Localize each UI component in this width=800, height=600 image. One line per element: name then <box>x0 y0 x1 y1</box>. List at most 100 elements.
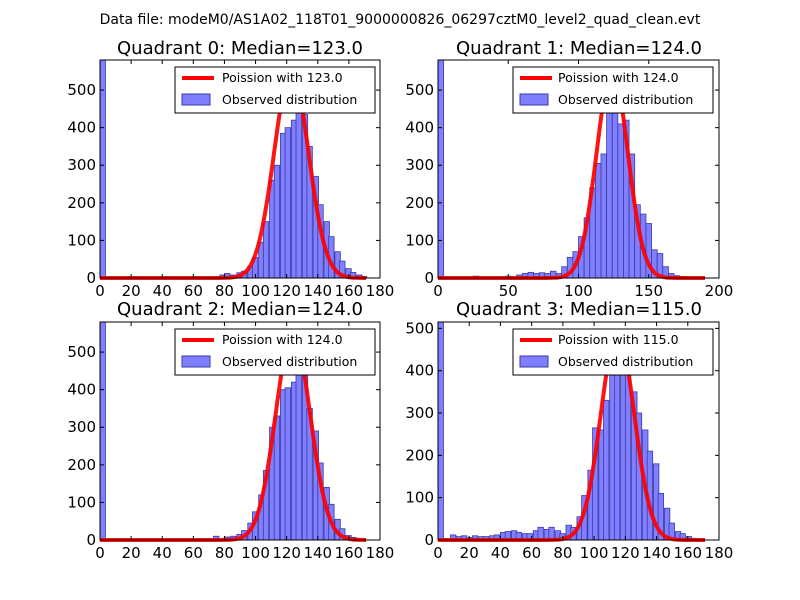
axes-frame <box>437 321 720 541</box>
histogram-bar <box>437 321 444 541</box>
axes-frame <box>99 321 381 541</box>
x-tick-label: 180 <box>366 544 395 562</box>
chart-title: Quadrant 1: Median=124.0 <box>456 38 702 59</box>
x-tick-label: 160 <box>673 544 702 562</box>
x-tick-label: 60 <box>184 544 203 562</box>
y-tick-label: 200 <box>405 446 434 464</box>
axes-frame <box>99 59 381 279</box>
x-tick-label: 40 <box>153 282 172 300</box>
subplot-quadrant-0: Quadrant 0: Median=123.0 0 20 40 60 80 100 120… <box>67 38 394 300</box>
x-tick-label: 140 <box>642 544 671 562</box>
x-tick-label: 180 <box>705 544 734 562</box>
legend-bars-swatch <box>181 93 211 106</box>
histogram-bar <box>284 127 291 279</box>
chart-title: Quadrant 3: Median=115.0 <box>456 299 702 320</box>
x-tick-label: 100 <box>241 544 270 562</box>
legend: Poission with 124.0 Observed distributio… <box>174 328 376 376</box>
histogram-bar <box>99 321 106 541</box>
y-tick-label: 200 <box>67 194 96 212</box>
subplot-quadrant-3: Quadrant 3: Median=115.0 0 20 40 60 80 100 120… <box>405 299 733 562</box>
subplot-quadrant-2: Quadrant 2: Median=124.0 0 20 40 60 80 100 120… <box>67 299 394 562</box>
y-tick-label: 300 <box>67 418 96 436</box>
y-tick-label: 500 <box>67 343 96 361</box>
histogram-bar <box>594 162 602 279</box>
x-tick-label: 20 <box>460 544 479 562</box>
histogram-bar <box>295 112 302 279</box>
y-tick-label: 300 <box>405 156 434 174</box>
x-tick-label: 80 <box>553 544 572 562</box>
histogram-bar <box>262 221 270 279</box>
x-tick-label: 100 <box>580 544 609 562</box>
histogram-bar <box>606 100 613 279</box>
x-tick-label: 80 <box>215 282 234 300</box>
x-tick-label: 40 <box>153 544 172 562</box>
x-tick-label: 140 <box>303 544 332 562</box>
x-tick-label: 20 <box>122 282 141 300</box>
y-tick-label: 400 <box>405 119 434 137</box>
histogram-bar <box>273 164 281 279</box>
legend-frame <box>512 328 714 376</box>
legend-curve-label: Poission with 124.0 <box>558 70 679 85</box>
chart-title: Quadrant 0: Median=123.0 <box>117 38 363 59</box>
x-tick-label: 180 <box>366 282 395 300</box>
x-tick-label: 100 <box>564 282 593 300</box>
legend: Poission with 115.0 Observed distributio… <box>512 328 714 376</box>
legend-bars-label: Observed distribution <box>558 354 693 369</box>
x-tick-label: 60 <box>522 544 541 562</box>
x-tick-label: 40 <box>491 544 510 562</box>
legend: Poission with 123.0 Observed distributio… <box>174 66 376 114</box>
y-tick-label: 500 <box>405 319 434 337</box>
histogram-bar <box>614 349 621 541</box>
legend: Poission with 124.0 Observed distributio… <box>512 66 714 114</box>
y-tick-label: 0 <box>424 269 434 287</box>
x-tick-label: 200 <box>705 282 734 300</box>
figure-suptitle: Data file: modeM0/AS1A02_118T01_90000008… <box>100 12 701 28</box>
x-tick-label: 120 <box>272 544 301 562</box>
y-tick-label: 400 <box>67 381 96 399</box>
x-tick-label: 60 <box>184 282 203 300</box>
x-tick-label: 120 <box>272 282 301 300</box>
legend-bars-swatch <box>519 355 549 368</box>
y-tick-label: 300 <box>405 404 434 422</box>
x-tick-label: 160 <box>335 544 364 562</box>
chart-title: Quadrant 2: Median=124.0 <box>117 299 363 320</box>
histogram-bar <box>624 374 632 541</box>
legend-bars-swatch <box>181 355 211 368</box>
y-tick-label: 0 <box>424 531 434 549</box>
subplot-quadrant-1: Quadrant 1: Median=124.0 0 50 100 150 200 0 10… <box>405 38 733 300</box>
legend-curve-label: Poission with 124.0 <box>222 332 343 347</box>
y-tick-label: 400 <box>405 362 434 380</box>
x-tick-label: 80 <box>215 544 234 562</box>
x-tick-label: 150 <box>634 282 663 300</box>
y-tick-label: 100 <box>405 231 434 249</box>
histogram-bar <box>273 415 281 541</box>
histogram-bar <box>99 59 106 279</box>
x-tick-label: 0 <box>95 544 105 562</box>
x-tick-label: 120 <box>611 544 640 562</box>
y-tick-label: 100 <box>405 489 434 507</box>
x-tick-label: 0 <box>433 282 443 300</box>
x-tick-label: 0 <box>95 282 105 300</box>
y-tick-label: 500 <box>67 81 96 99</box>
histogram-bar <box>437 59 445 279</box>
y-tick-label: 300 <box>67 156 96 174</box>
histogram-bar <box>284 387 291 541</box>
y-tick-label: 500 <box>405 81 434 99</box>
legend-bars-swatch <box>519 93 549 106</box>
legend-curve-label: Poission with 123.0 <box>222 70 343 85</box>
x-tick-label: 100 <box>241 282 270 300</box>
x-tick-label: 50 <box>499 282 518 300</box>
x-tick-label: 160 <box>335 282 364 300</box>
legend-curve-label: Poission with 115.0 <box>558 332 679 347</box>
histogram-bar <box>600 153 607 279</box>
x-tick-label: 140 <box>303 282 332 300</box>
x-tick-label: 0 <box>433 544 443 562</box>
legend-bars-label: Observed distribution <box>558 92 693 107</box>
y-tick-label: 400 <box>67 119 96 137</box>
x-tick-label: 20 <box>122 544 141 562</box>
y-tick-label: 200 <box>67 456 96 474</box>
y-tick-label: 100 <box>67 231 96 249</box>
y-tick-label: 0 <box>86 531 96 549</box>
y-tick-label: 0 <box>86 269 96 287</box>
histogram-bar <box>617 123 624 279</box>
